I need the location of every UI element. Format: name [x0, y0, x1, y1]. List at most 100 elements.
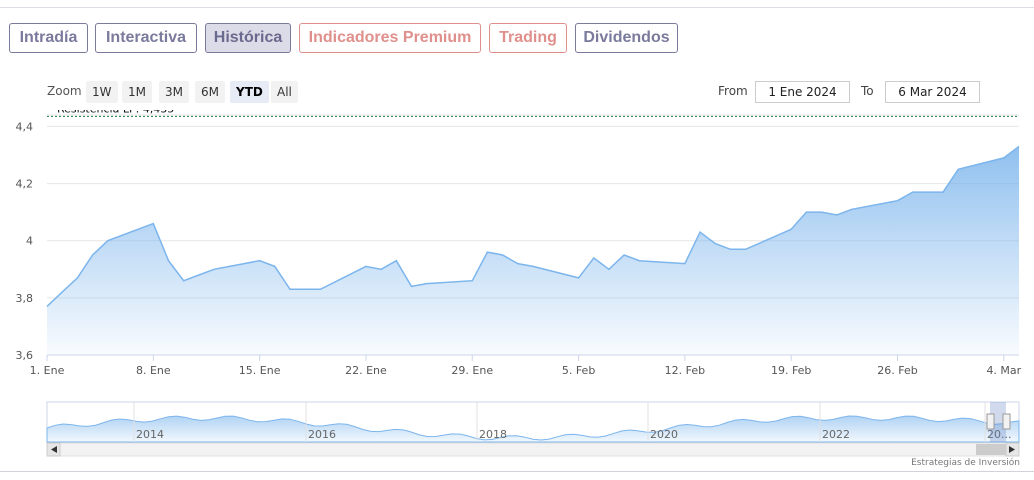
from-label: From — [718, 84, 748, 98]
data-point — [426, 282, 428, 284]
series-line — [46, 145, 1020, 307]
zoom-1w-button[interactable]: 1W — [86, 81, 118, 103]
data-point — [593, 257, 595, 259]
data-point — [471, 280, 473, 282]
navigator-year-label: 20... — [987, 428, 1012, 441]
data-point — [289, 288, 291, 290]
x-tick-label: 26. Feb — [877, 364, 917, 377]
data-point — [198, 274, 200, 276]
tab-historica[interactable]: Histórica — [205, 23, 291, 53]
y-tick-label: 3,8 — [16, 292, 34, 305]
data-point — [213, 268, 215, 270]
tab-interactiva[interactable]: Interactiva — [95, 23, 197, 53]
data-point — [107, 240, 109, 242]
navigator-handle[interactable] — [1002, 413, 1011, 430]
data-point — [395, 260, 397, 262]
data-point — [304, 288, 306, 290]
data-point — [957, 168, 959, 170]
x-tick-label: 12. Feb — [665, 364, 705, 377]
navigator-year-label: 2014 — [136, 428, 164, 441]
data-point — [1003, 157, 1005, 159]
data-point — [927, 191, 929, 193]
navigator-year-label: 2020 — [650, 428, 678, 441]
x-tick-label: 19. Feb — [771, 364, 811, 377]
price-chart: Resistencia LP: 4,435 3,6 3,8 4 4,2 4,4 1. En… — [16, 110, 1022, 457]
data-point — [608, 268, 610, 270]
series-area-fill — [47, 146, 1019, 355]
data-point — [912, 191, 914, 193]
axes: 3,6 3,8 4 4,2 4,4 1. Ene 8. Ene 15. Ene 22. Ene 2… — [16, 120, 1022, 377]
data-point — [729, 248, 731, 250]
zoom-6m-button[interactable]: 6M — [195, 81, 225, 103]
zoom-1m-button[interactable]: 1M — [122, 81, 152, 103]
data-point — [486, 251, 488, 253]
top-divider — [0, 7, 1034, 8]
navigator-series — [46, 415, 1020, 443]
data-point — [319, 288, 321, 290]
data-point — [836, 214, 838, 216]
navigator[interactable]: 2014 2016 2018 2020 2022 20... — [46, 401, 1020, 457]
x-tick-label: 22. Ene — [345, 364, 387, 377]
data-point — [517, 262, 519, 264]
bottom-divider — [0, 471, 1034, 472]
x-tick-label: 1. Ene — [30, 364, 65, 377]
data-point — [410, 285, 412, 287]
data-point — [61, 291, 63, 293]
navigator-handle[interactable] — [986, 413, 995, 430]
data-point — [623, 254, 625, 256]
x-tick-label: 5. Feb — [562, 364, 595, 377]
navigator-year-label: 2022 — [822, 428, 850, 441]
scrollbar-thumb[interactable] — [976, 444, 1006, 455]
data-point — [805, 211, 807, 213]
y-tick-label: 4,2 — [16, 178, 34, 191]
tab-intradia[interactable]: Intradía — [9, 23, 88, 53]
data-point — [744, 248, 746, 250]
y-tick-label: 3,6 — [16, 349, 34, 362]
data-point — [258, 260, 260, 262]
zoom-3m-button[interactable]: 3M — [159, 81, 189, 103]
tab-indicadores-premium[interactable]: Indicadores Premium — [299, 23, 481, 53]
data-point — [714, 242, 716, 244]
data-point — [532, 265, 534, 267]
tab-dividendos[interactable]: Dividendos — [575, 23, 678, 53]
arrow-left-icon — [51, 446, 57, 453]
data-point — [274, 265, 276, 267]
navigator-year-label: 2016 — [308, 428, 336, 441]
data-point — [380, 268, 382, 270]
data-point — [638, 260, 640, 262]
credits: Estrategias de Inversión — [911, 458, 1020, 468]
resistance-label: Resistencia LP: 4,435 — [57, 110, 174, 115]
y-tick-label: 4 — [26, 235, 33, 248]
to-label: To — [861, 84, 874, 98]
data-point — [365, 265, 367, 267]
data-point — [699, 231, 701, 233]
data-point — [46, 305, 48, 307]
x-tick-label: 15. Ene — [239, 364, 281, 377]
data-point — [91, 254, 93, 256]
to-date-input[interactable]: 6 Mar 2024 — [885, 81, 980, 103]
data-point — [577, 277, 579, 279]
tab-trading[interactable]: Trading — [489, 23, 567, 53]
data-point — [896, 200, 898, 202]
y-tick-label: 4,4 — [16, 120, 34, 133]
data-point — [183, 280, 185, 282]
navigator-year-label: 2018 — [479, 428, 507, 441]
navigator-selection — [990, 402, 1006, 442]
series-area — [46, 145, 1020, 355]
data-point — [501, 254, 503, 256]
x-tick-label: 29. Ene — [451, 364, 493, 377]
data-point — [684, 262, 686, 264]
x-tick-label: 8. Ene — [136, 364, 171, 377]
scrollbar-track[interactable] — [46, 442, 1020, 457]
data-point — [790, 228, 792, 230]
data-point — [152, 222, 154, 224]
zoom-ytd-button[interactable]: YTD — [230, 81, 269, 103]
zoom-all-button[interactable]: All — [271, 81, 298, 103]
resistance-annotation: Resistencia LP: 4,435 — [47, 110, 1019, 117]
data-point — [942, 191, 944, 193]
data-point — [1018, 145, 1020, 147]
data-point — [851, 208, 853, 210]
data-point — [820, 211, 822, 213]
from-date-input[interactable]: 1 Ene 2024 — [755, 81, 850, 103]
arrow-right-icon — [1009, 446, 1015, 453]
